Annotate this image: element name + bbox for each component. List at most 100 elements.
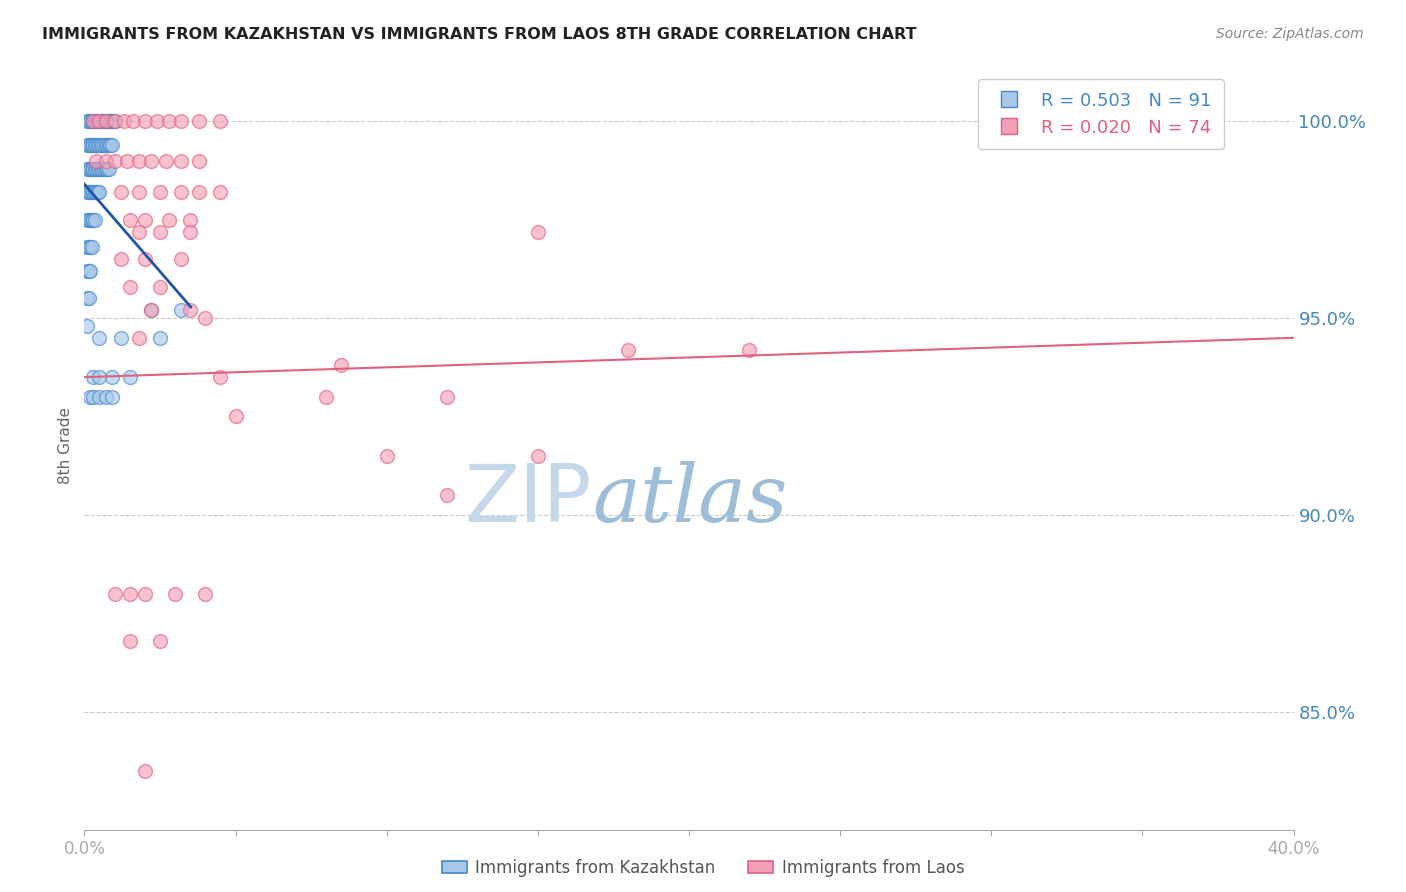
Point <box>149 633 172 648</box>
Point <box>128 186 150 200</box>
Point <box>82 161 104 176</box>
Point <box>86 153 108 168</box>
Point <box>98 138 121 153</box>
Point <box>100 370 122 384</box>
Point <box>93 138 115 153</box>
Point <box>84 212 107 227</box>
Point <box>104 114 127 128</box>
Point <box>89 138 111 153</box>
Point <box>104 586 127 600</box>
Point <box>149 186 172 200</box>
Point <box>77 138 100 153</box>
Point <box>94 161 117 176</box>
Point <box>84 114 107 128</box>
Point <box>80 138 103 153</box>
Point <box>330 359 353 373</box>
Point <box>79 114 101 128</box>
Point <box>527 449 550 463</box>
Point <box>77 292 100 306</box>
Point <box>76 161 98 176</box>
Point <box>118 586 141 600</box>
Point <box>87 161 110 176</box>
Point <box>77 161 100 176</box>
Point <box>128 225 150 239</box>
Point <box>209 186 232 200</box>
Point <box>82 390 104 404</box>
Point <box>90 161 112 176</box>
Point <box>89 370 111 384</box>
Point <box>165 586 187 600</box>
Point <box>118 633 141 648</box>
Point <box>170 114 193 128</box>
Point <box>79 161 101 176</box>
Point <box>527 225 550 239</box>
Point <box>86 114 108 128</box>
Point <box>110 186 132 200</box>
Point <box>209 370 232 384</box>
Point <box>225 409 247 424</box>
Point <box>315 390 337 404</box>
Point <box>84 138 107 153</box>
Point <box>134 764 156 778</box>
Point <box>100 114 122 128</box>
Point <box>89 186 111 200</box>
Point <box>82 114 104 128</box>
Point <box>194 586 217 600</box>
Point <box>87 138 110 153</box>
Point <box>134 212 156 227</box>
Point <box>91 161 114 176</box>
Point <box>104 153 127 168</box>
Point <box>94 138 117 153</box>
Point <box>87 186 110 200</box>
Point <box>179 303 201 318</box>
Point <box>76 212 98 227</box>
Point <box>93 161 115 176</box>
Point <box>94 390 117 404</box>
Point <box>96 114 118 128</box>
Point <box>80 114 103 128</box>
Point <box>87 114 110 128</box>
Point <box>436 390 458 404</box>
Point <box>96 161 118 176</box>
Point <box>82 370 104 384</box>
Point <box>100 138 122 153</box>
Point <box>79 264 101 278</box>
Point <box>93 114 115 128</box>
Point <box>101 114 124 128</box>
Legend: R = 0.503   N = 91, R = 0.020   N = 74: R = 0.503 N = 91, R = 0.020 N = 74 <box>977 79 1225 150</box>
Point <box>76 240 98 254</box>
Point <box>79 138 101 153</box>
Point <box>375 449 398 463</box>
Point <box>90 138 112 153</box>
Point <box>157 212 180 227</box>
Point <box>86 161 108 176</box>
Point <box>146 114 169 128</box>
Point <box>77 212 100 227</box>
Point <box>89 390 111 404</box>
Text: IMMIGRANTS FROM KAZAKHSTAN VS IMMIGRANTS FROM LAOS 8TH GRADE CORRELATION CHART: IMMIGRANTS FROM KAZAKHSTAN VS IMMIGRANTS… <box>42 27 917 42</box>
Point <box>89 114 111 128</box>
Point <box>96 138 118 153</box>
Point <box>149 279 172 293</box>
Point <box>188 114 211 128</box>
Point <box>89 331 111 345</box>
Point <box>149 331 172 345</box>
Point <box>139 303 162 318</box>
Point <box>86 186 108 200</box>
Point <box>118 370 141 384</box>
Point <box>139 303 162 318</box>
Point <box>179 225 201 239</box>
Point <box>188 186 211 200</box>
Point <box>188 153 211 168</box>
Point <box>194 311 217 326</box>
Point <box>134 586 156 600</box>
Point <box>149 225 172 239</box>
Point <box>94 114 117 128</box>
Point <box>77 264 100 278</box>
Point <box>89 161 111 176</box>
Point <box>170 252 193 267</box>
Point <box>89 114 111 128</box>
Point <box>118 279 141 293</box>
Point <box>170 186 193 200</box>
Point <box>170 153 193 168</box>
